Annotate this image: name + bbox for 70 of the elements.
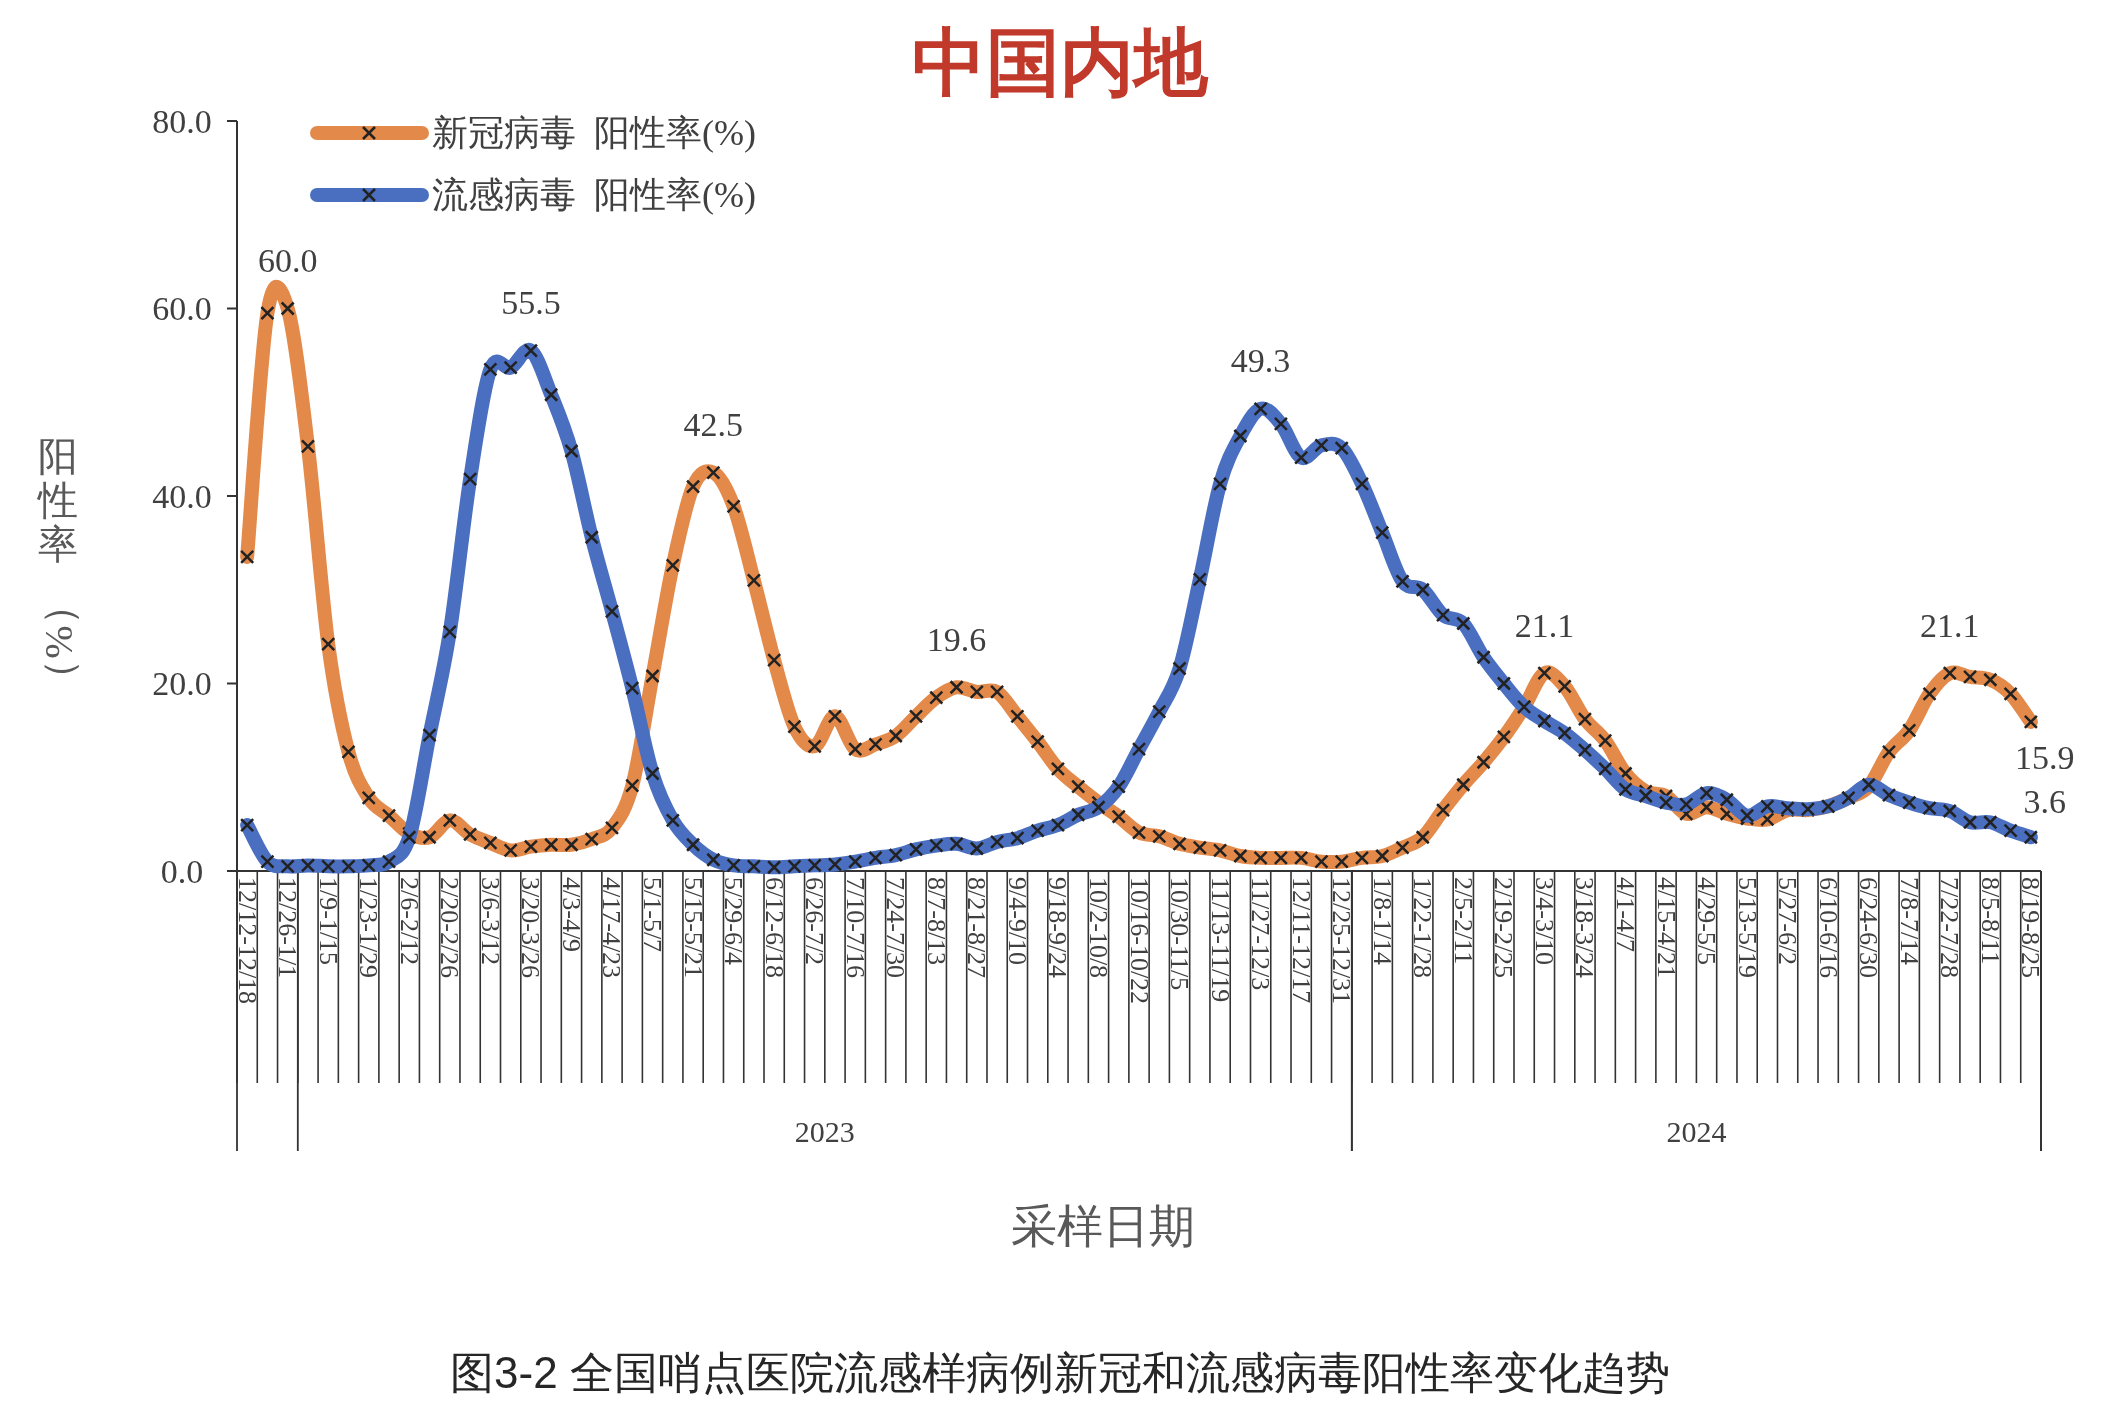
y-axis-title: 阳性率	[38, 434, 78, 567]
x-tick-label: 5/15-5/21	[678, 877, 708, 979]
legend-label: 新冠病毒 阳性率(%)	[432, 113, 756, 153]
x-tick-label: 5/27-6/2	[1773, 877, 1803, 966]
x-tick-label: 3/18-3/24	[1570, 877, 1600, 979]
data-label: 15.9	[2015, 739, 2075, 777]
x-tick-label: 1/23-1/29	[354, 877, 384, 979]
x-tick-label: 2/20-2/26	[435, 877, 465, 979]
data-label: 49.3	[1230, 342, 1291, 380]
x-tick-label: 7/24-7/30	[881, 877, 911, 979]
x-tick-label: 6/24-6/30	[1854, 877, 1884, 979]
x-tick-label: 7/8-7/14	[1894, 877, 1924, 966]
legend-item: 流感病毒 阳性率(%)	[310, 175, 756, 215]
data-label: 55.5	[501, 284, 561, 322]
x-tick-label: 1/8-1/14	[1367, 877, 1397, 966]
text: 2023	[794, 1114, 855, 1148]
data-label: 21.1	[1920, 606, 1980, 644]
data-label: 3.6	[2023, 782, 2067, 820]
x-tick-label: 12/26-1/1	[273, 877, 303, 979]
x-tick-label: 9/18-9/24	[1043, 877, 1073, 979]
x-tick-label: 2/19-2/25	[1489, 877, 1519, 979]
x-tick-label: 12/12-12/18	[232, 877, 262, 1005]
x-tick-label: 10/16-10/22	[1124, 877, 1154, 1005]
x-tick-label: 3/6-3/12	[475, 877, 505, 966]
data-label: 19.6	[926, 620, 987, 658]
x-tick-label: 11/27-12/3	[1246, 877, 1276, 991]
x-tick-label: 4/1-4/7	[1610, 877, 1640, 953]
x-tick-label: 11/13-11/19	[1205, 877, 1235, 1003]
x-tick-label: 6/10-6/16	[1813, 877, 1843, 979]
y-tick-label: 40.0	[152, 477, 212, 515]
x-tick-label: 7/10-7/16	[840, 877, 870, 979]
x-tick-label: 5/13-5/19	[1732, 877, 1762, 979]
x-tick-label: 8/5-8/11	[1975, 877, 2005, 965]
x-tick-label: 1/9-1/15	[313, 877, 343, 966]
text: 2024	[1666, 1114, 1727, 1148]
x-tick-label: 1/22-1/28	[1408, 877, 1438, 979]
x-tick-label: 3/4-3/10	[1529, 877, 1559, 966]
x-tick-label: 8/7-8/13	[921, 877, 951, 966]
x-tick-label: 3/20-3/26	[516, 877, 546, 979]
x-tick-label: 5/29-6/4	[719, 877, 749, 966]
x-tick-label: 2/6-2/12	[394, 877, 424, 966]
y-tick-label: 0.0	[160, 852, 204, 890]
x-tick-label: 12/25-12/31	[1327, 877, 1357, 1005]
data-label: 21.1	[1514, 606, 1575, 644]
x-tick-label: 5/1-5/7	[638, 877, 668, 953]
caption: 图3-2 全国哨点医院流感样病例新冠和流感病毒阳性率变化趋势	[450, 1347, 1670, 1397]
x-tick-label: 8/21-8/27	[962, 877, 992, 979]
x-tick-label: 2/5-2/11	[1448, 877, 1478, 965]
text: （%）	[35, 585, 81, 699]
x-tick-label: 6/26-7/2	[800, 877, 830, 966]
x-tick-label: 4/17-4/23	[597, 877, 627, 979]
x-tick-label: 10/2-10/8	[1083, 877, 1113, 979]
legend-label: 流感病毒 阳性率(%)	[432, 175, 756, 215]
legend-item: 新冠病毒 阳性率(%)	[310, 113, 756, 153]
y-tick-label: 60.0	[152, 290, 212, 327]
x-tick-label: 10/30-11/5	[1165, 877, 1195, 991]
x-tick-label: 6/12-6/18	[759, 877, 789, 979]
chart-title: 中国内地	[912, 21, 1209, 104]
x-tick-label: 7/22-7/28	[1935, 877, 1965, 979]
x-tick-label: 9/4-9/10	[1002, 877, 1032, 966]
x-tick-label: 4/15-4/21	[1651, 877, 1681, 979]
data-label: 42.5	[683, 406, 744, 444]
x-axis-title: 采样日期	[1011, 1200, 1195, 1252]
x-tick-label: 4/3-4/9	[556, 877, 586, 953]
y-tick-label: 80.0	[152, 102, 212, 140]
data-label: 60.0	[257, 242, 318, 279]
x-tick-label: 8/19-8/25	[2016, 877, 2046, 979]
y-tick-label: 20.0	[152, 665, 212, 702]
x-tick-label: 4/29-5/5	[1692, 877, 1722, 966]
x-tick-label: 12/11-12/17	[1286, 877, 1316, 1004]
